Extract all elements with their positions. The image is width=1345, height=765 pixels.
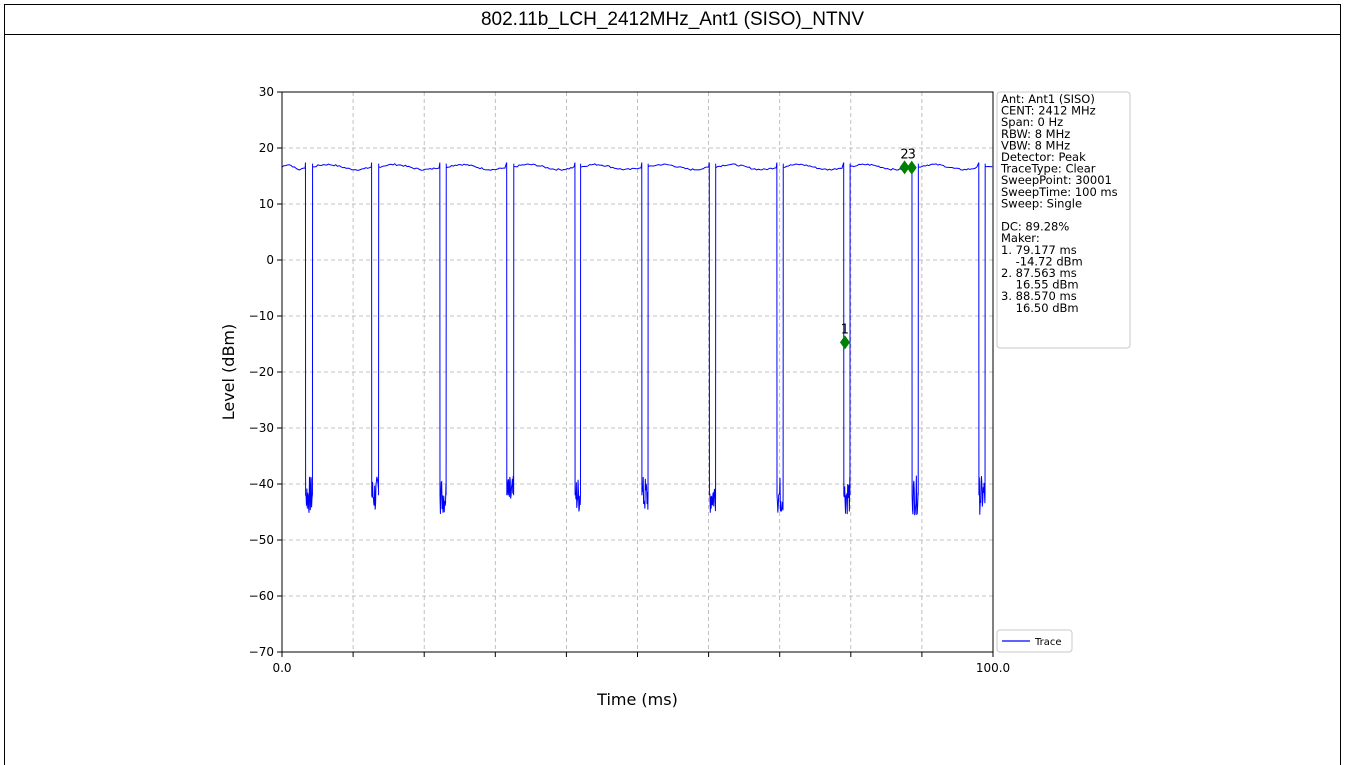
info-line: 1. 79.177 ms: [1001, 243, 1077, 257]
marker-3-diamond: [906, 160, 917, 175]
y-tick-label: −10: [249, 309, 274, 323]
marker-1-label: 1: [841, 322, 849, 337]
frame-border: [4, 4, 1341, 765]
info-line: TraceType: Clear: [1000, 162, 1096, 176]
info-box-frame: [996, 91, 1131, 349]
info-line: SweepTime: 100 ms: [1001, 185, 1118, 199]
info-line: 3. 88.570 ms: [1001, 289, 1077, 303]
x-axis-label: Time (ms): [596, 690, 678, 709]
y-tick-label: −50: [249, 533, 274, 547]
marker-2-diamond: [899, 160, 910, 175]
y-tick-label: −70: [249, 645, 274, 659]
info-line: Detector: Peak: [1001, 150, 1086, 164]
y-tick-label: 30: [259, 85, 274, 99]
chart-title: 802.11b_LCH_2412MHz_Ant1 (SISO)_NTNV: [480, 9, 864, 30]
info-line: SweepPoint: 30001: [1001, 173, 1112, 187]
x-tick-label: 100.0: [976, 661, 1010, 675]
y-tick-label: 10: [259, 197, 274, 211]
trace-line: [281, 162, 993, 516]
y-tick-label: 0: [266, 253, 274, 267]
marker-3-label: 3: [908, 148, 916, 163]
info-line: 16.55 dBm: [1001, 278, 1079, 292]
info-line: DC: 89.28%: [1001, 220, 1069, 234]
info-line: Ant: Ant1 (SISO): [1001, 92, 1095, 106]
info-line: 16.50 dBm: [1001, 301, 1079, 315]
y-tick-label: −20: [249, 365, 274, 379]
marker-1-diamond: [839, 335, 850, 350]
info-line: VBW: 8 MHz: [1001, 138, 1070, 152]
axis-ticks: 0.0 100.0 30 20 10 0 −10 −20 −30 −40 −50 −60 −70: [249, 85, 1011, 675]
x-tick-label: 0.0: [272, 661, 291, 675]
info-line: Sweep: Single: [1001, 196, 1082, 210]
markers: 1 23: [839, 147, 917, 350]
y-tick-label: 20: [259, 141, 274, 155]
info-line: 2. 87.563 ms: [1001, 266, 1077, 280]
y-tick-label: −40: [249, 477, 274, 491]
info-line: CENT: 2412 MHz: [1001, 104, 1096, 118]
legend: Trace: [996, 629, 1073, 653]
legend-frame: [996, 629, 1073, 653]
legend-entry-trace: Trace: [1034, 637, 1062, 648]
info-line: Span: 0 Hz: [1001, 115, 1063, 129]
y-tick-label: −60: [249, 589, 274, 603]
info-line: RBW: 8 MHz: [1001, 127, 1070, 141]
y-tick-label: −30: [249, 421, 274, 435]
trace-series: [281, 162, 993, 516]
info-line: -14.72 dBm: [1001, 254, 1083, 268]
y-axis-label: Level (dBm): [219, 324, 238, 421]
title-cell: 802.11b_LCH_2412MHz_Ant1 (SISO)_NTNV: [4, 4, 1341, 35]
grid-lines: [282, 92, 993, 652]
info-line: Maker:: [1001, 231, 1040, 245]
marker-2-label: 2: [900, 147, 908, 162]
